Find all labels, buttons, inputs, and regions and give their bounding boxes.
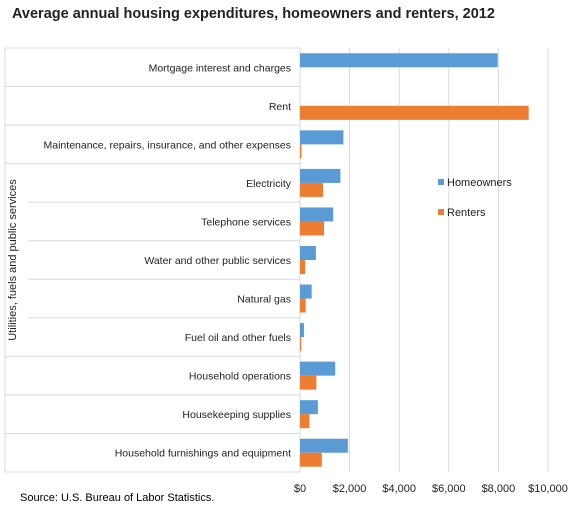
bar-homeowners [300,361,336,376]
bar-renters [300,337,302,352]
legend-label-renters: Renters [447,207,486,219]
bar-renters [300,182,324,197]
category-label: Rent [269,101,291,113]
bar-renters [300,144,302,159]
category-label: Household operations [189,371,291,383]
x-tick-label: $4,000 [382,483,416,495]
category-label: Water and other public services [144,255,291,267]
legend: Homeowners Renters [438,177,512,219]
x-tick-label: $0 [294,483,306,495]
bar-renters [300,221,325,236]
bar-homeowners [300,207,334,222]
bar-renters [300,414,310,429]
bar-homeowners [300,284,312,299]
x-tick-label: $8,000 [482,483,516,495]
category-label: Housekeeping supplies [182,409,291,421]
bar-homeowners [300,438,348,453]
bar-renters [300,260,306,274]
x-tick-label: $10,000 [528,483,568,495]
bars-layer [300,53,529,467]
grid-layer [349,48,549,472]
x-tick-label: $6,000 [432,483,466,495]
category-label: Telephone services [201,216,291,228]
bar-homeowners [300,53,498,68]
bar-renters [300,298,306,313]
bar-renters [300,105,529,120]
category-label: Fuel oil and other fuels [185,332,291,344]
chart-title: Average annual housing expenditures, hom… [12,6,495,22]
group-label: Utilities, fuels and public services [7,179,19,341]
category-label: Maintenance, repairs, insurance, and oth… [44,139,291,151]
bar-homeowners [300,130,344,145]
x-tick-label: $2,000 [333,483,367,495]
bar-homeowners [300,246,316,260]
bar-renters [300,375,317,390]
source-note: Source: U.S. Bureau of Labor Statistics. [20,492,215,504]
category-label: Natural gas [237,294,291,306]
legend-label-homeowners: Homeowners [447,177,512,189]
category-label: Household furnishings and equipment [115,448,291,460]
x-axis-ticks: $0 $2,000 $4,000 $6,000 $8,000 $10,000 [294,483,568,495]
bar-homeowners [300,168,341,183]
category-label: Mortgage interest and charges [149,62,291,74]
bar-homeowners [300,400,318,415]
category-axis-frame [4,47,301,473]
category-labels: Mortgage interest and charges Rent Mainten… [44,62,292,459]
category-label: Electricity [246,178,292,190]
bar-homeowners [300,323,304,338]
legend-swatch-renters [438,209,444,215]
legend-swatch-homeowners [438,179,444,185]
bar-renters [300,452,322,467]
